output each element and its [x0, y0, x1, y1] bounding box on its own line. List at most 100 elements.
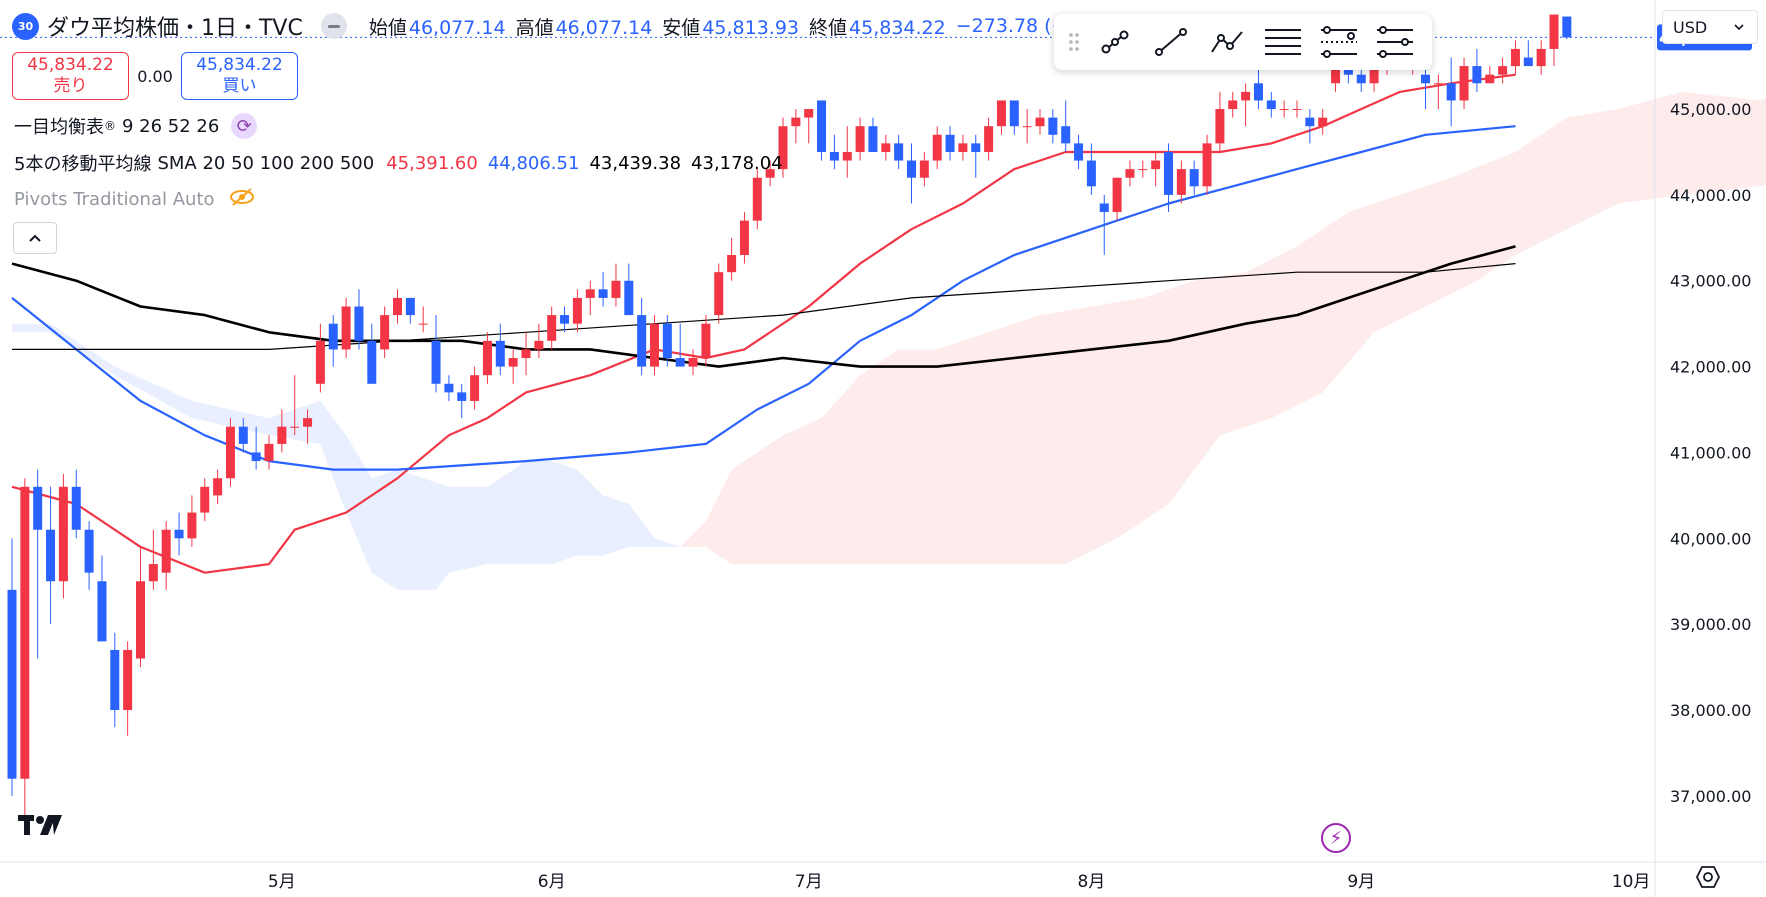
candle-body	[187, 512, 197, 539]
candle	[817, 100, 827, 161]
symbol-badge[interactable]: 30	[12, 12, 39, 40]
candle	[1125, 160, 1135, 187]
candle-body	[572, 297, 582, 324]
candle	[971, 134, 981, 178]
candle-body	[739, 220, 749, 255]
reload-icon[interactable]: ⟳	[231, 113, 258, 139]
candle	[1048, 109, 1058, 144]
currency-select[interactable]: USD	[1662, 10, 1758, 44]
candle	[277, 409, 287, 453]
candle-body	[1510, 48, 1520, 67]
candle-body	[225, 426, 235, 479]
pivots-label: Pivots Traditional Auto	[14, 188, 215, 210]
candle-body	[829, 151, 839, 161]
time-axis: 5月 6月 7月 8月 9月 10月	[268, 872, 1650, 892]
candle-body	[380, 315, 390, 350]
candle-body	[431, 340, 441, 384]
polyline-tool-button[interactable]	[1202, 20, 1252, 64]
cloud-bullish	[12, 323, 681, 590]
tradingview-logo-icon[interactable]	[18, 812, 64, 840]
eye-hidden-icon[interactable]	[229, 187, 255, 212]
candle	[71, 469, 81, 539]
indicator-ichimoku[interactable]: 一目均衡表 ® 9 26 52 26 ⟳	[14, 112, 258, 140]
sell-button[interactable]: 45,834.22 売り	[12, 52, 129, 100]
candle	[650, 315, 659, 376]
candle-body	[624, 280, 634, 316]
candle	[290, 375, 300, 436]
candle	[932, 126, 942, 170]
bolt-icon[interactable]: ⚡	[1321, 823, 1351, 853]
candle-body	[110, 649, 120, 711]
candle-body	[996, 100, 1006, 127]
candle-body	[1472, 66, 1482, 84]
candle-body	[367, 340, 377, 384]
candle	[662, 315, 672, 367]
candle-body	[1176, 169, 1186, 195]
candle-body	[161, 529, 171, 573]
candle	[161, 521, 171, 590]
candle	[534, 323, 544, 359]
candle	[521, 332, 531, 376]
candle-body	[482, 340, 492, 376]
candle	[264, 435, 274, 470]
candle	[393, 289, 402, 324]
drag-handle-icon[interactable]	[1064, 22, 1084, 62]
candle-body	[1241, 91, 1251, 101]
candle	[1228, 91, 1238, 118]
candle	[470, 366, 480, 410]
minus-icon[interactable]	[320, 13, 347, 39]
sma-value-100: 43,439.38	[589, 152, 682, 174]
ohlc-open: 始値 46,077.14	[368, 16, 506, 39]
candle-body	[1086, 160, 1096, 187]
candle	[1009, 100, 1019, 135]
candle-body	[662, 323, 672, 359]
candle	[1510, 40, 1520, 75]
candle-body	[842, 151, 852, 161]
candle-body	[1112, 177, 1122, 213]
sma-value-200: 43,178.04	[691, 152, 783, 174]
candle	[778, 117, 788, 178]
horizontal-lines-tool-button[interactable]	[1258, 20, 1308, 64]
candle	[46, 486, 56, 625]
y-tick-label: 42,000.00	[1670, 358, 1751, 377]
candle	[1305, 109, 1315, 144]
candle-body	[1022, 126, 1032, 128]
candle	[560, 306, 570, 333]
trend-line-tool-button[interactable]	[1090, 20, 1140, 64]
indicator-sma[interactable]: 5本の移動平均線 SMA 20 50 100 200 500 45,391.60…	[14, 149, 783, 177]
candle-body	[315, 340, 325, 384]
x-tick-label: 5月	[268, 872, 296, 892]
sma-value-20: 45,391.60	[386, 152, 478, 174]
indicator-pivots[interactable]: Pivots Traditional Auto	[14, 185, 255, 213]
candle	[1549, 14, 1559, 67]
candle-body	[919, 160, 929, 178]
fib-tool-button[interactable]	[1370, 20, 1420, 64]
buy-price: 45,834.22	[196, 55, 283, 75]
candle	[1176, 160, 1186, 204]
candle	[1433, 74, 1443, 110]
candle-body	[1498, 66, 1508, 75]
candle-body	[58, 486, 68, 582]
parallel-channel-tool-button[interactable]	[1314, 20, 1364, 64]
ray-tool-button[interactable]	[1146, 20, 1196, 64]
buy-button[interactable]: 45,834.22 買い	[181, 52, 298, 100]
collapse-legend-button[interactable]	[13, 222, 57, 254]
settings-icon[interactable]	[1695, 865, 1721, 893]
candle	[1241, 83, 1251, 127]
candle-body	[393, 297, 402, 316]
candle-body	[1125, 169, 1135, 178]
candle	[315, 323, 325, 393]
candle	[1202, 134, 1212, 195]
candle-body	[277, 426, 287, 444]
candle-body	[1369, 66, 1379, 84]
symbol-title[interactable]: ダウ平均株価・1日・TVC	[47, 16, 303, 41]
candle	[624, 263, 634, 316]
candle	[791, 109, 801, 144]
candle	[482, 332, 492, 384]
polyline-icon	[1211, 31, 1243, 53]
candle	[739, 212, 749, 264]
candle	[200, 478, 210, 522]
candle	[675, 323, 685, 367]
candle-body	[547, 315, 557, 341]
